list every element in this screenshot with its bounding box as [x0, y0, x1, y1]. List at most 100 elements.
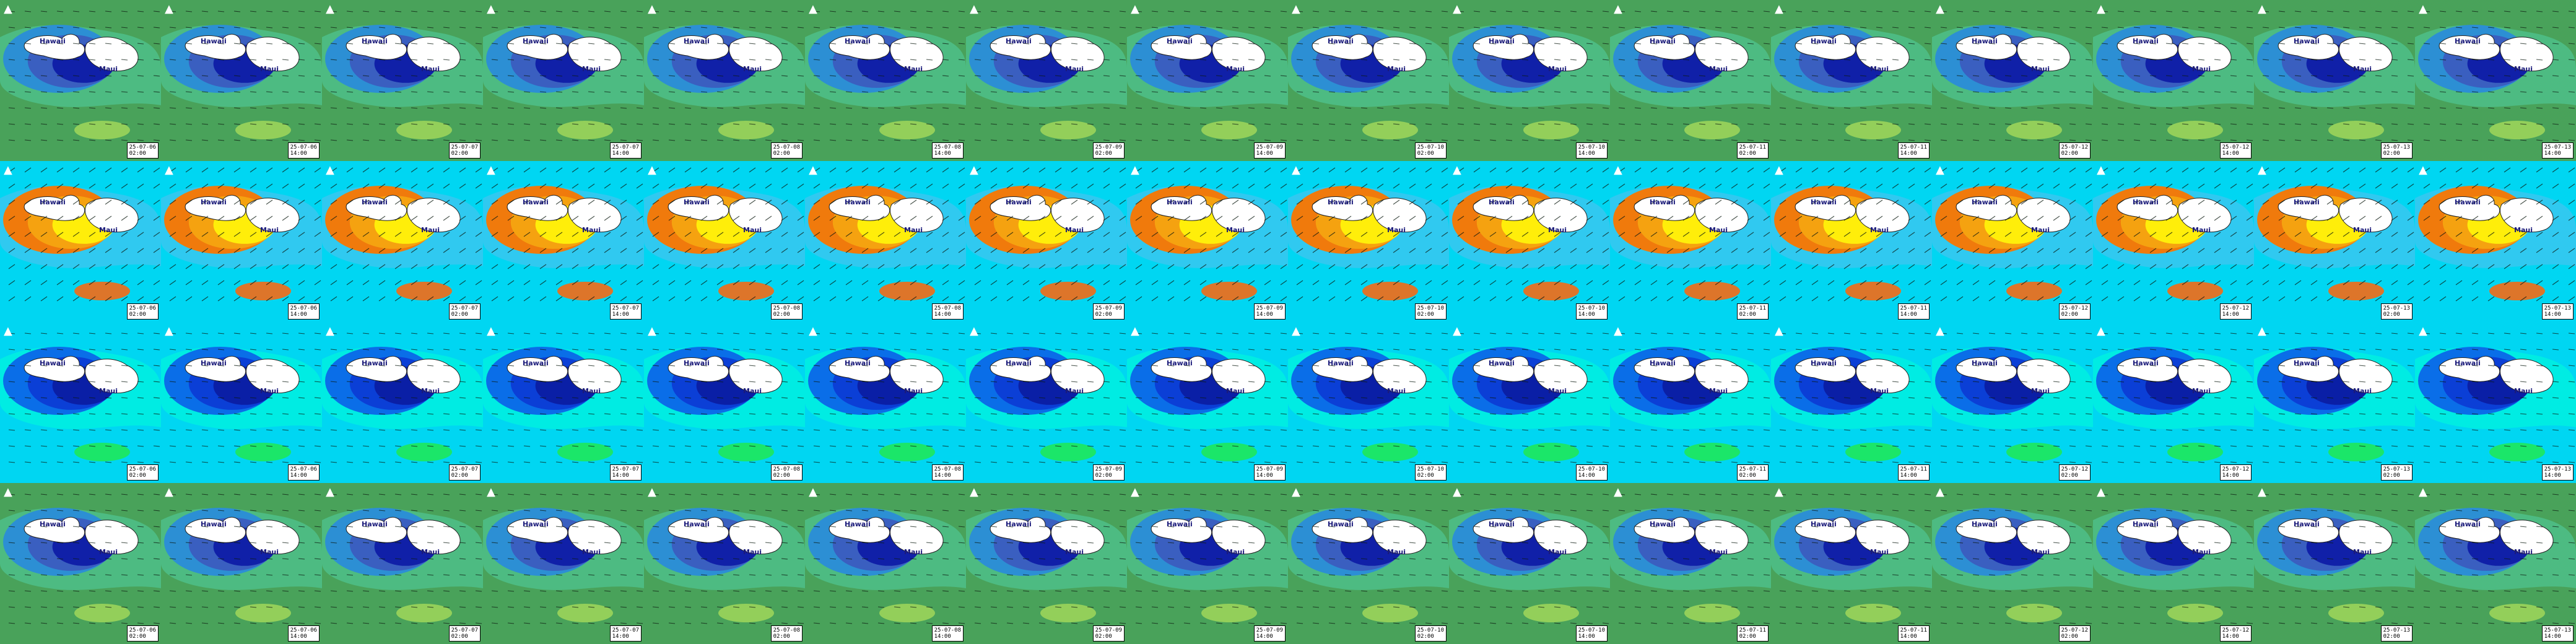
map-panel[interactable]: ▲ Hawaii Maui 25-07-13 02:00 — [2254, 0, 2415, 161]
wind-arrow-icon — [2568, 43, 2575, 45]
map-panel[interactable]: ▲ Hawaii Maui 25-07-12 14:00 — [2093, 161, 2254, 322]
wind-arrow-icon — [443, 381, 450, 383]
wind-arrow-icon — [1988, 296, 1996, 302]
wind-arrow-icon — [1103, 199, 1110, 205]
map-panel[interactable]: ▲ Hawaii Maui 25-07-07 02:00 — [322, 161, 483, 322]
map-panel[interactable]: ▲ Hawaii Maui 25-07-11 14:00 — [1771, 161, 1932, 322]
wind-arrow-icon — [555, 215, 563, 221]
wind-arrow-icon — [1006, 59, 1014, 61]
wind-arrow-icon — [40, 248, 48, 253]
map-panel[interactable]: ▲ Hawaii Maui 25-07-08 02:00 — [644, 0, 805, 161]
wind-arrow-icon — [2359, 248, 2366, 253]
maui-label: Maui — [2031, 387, 2050, 395]
wind-arrow-icon — [1908, 365, 1915, 367]
map-panel[interactable]: ▲ Hawaii Maui 25-07-09 02:00 — [966, 0, 1127, 161]
map-panel[interactable]: ▲ Hawaii Maui 25-07-07 14:00 — [483, 161, 644, 322]
map-panel[interactable]: ▲ Hawaii Maui 25-07-10 02:00 — [1288, 322, 1449, 483]
map-panel[interactable]: ▲ Hawaii Maui 25-07-11 02:00 — [1610, 161, 1771, 322]
wind-arrow-icon — [427, 27, 434, 28]
wind-arrow-icon — [684, 365, 692, 367]
map-panel[interactable]: ▲ Hawaii Maui 25-07-08 02:00 — [644, 322, 805, 483]
map-panel[interactable]: ▲ Hawaii Maui 25-07-06 14:00 — [161, 161, 322, 322]
map-panel[interactable]: ▲ Hawaii Maui 25-07-11 02:00 — [1610, 0, 1771, 161]
map-panel[interactable]: ▲ Hawaii Maui 25-07-07 02:00 — [322, 322, 483, 483]
wind-arrow-icon — [2246, 381, 2253, 383]
wind-arrow-icon — [716, 43, 724, 45]
map-panel[interactable]: ▲ Hawaii Maui 25-07-13 02:00 — [2254, 322, 2415, 483]
map-panel[interactable]: ▲ Hawaii Maui 25-07-12 02:00 — [1932, 322, 2093, 483]
wind-arrow-icon — [2230, 199, 2237, 205]
map-panel[interactable]: ▲ Hawaii Maui 25-07-06 02:00 — [0, 322, 161, 483]
wind-arrow-icon — [201, 381, 209, 383]
wind-arrow-icon — [2504, 365, 2511, 367]
wind-arrow-icon — [2278, 280, 2286, 285]
map-panel[interactable]: ▲ Hawaii Maui 25-07-13 14:00 — [2415, 161, 2576, 322]
wind-arrow-icon — [121, 280, 128, 285]
map-panel[interactable]: ▲ Hawaii Maui 25-07-06 02:00 — [0, 161, 161, 322]
wind-arrow-icon — [1586, 43, 1593, 45]
wind-arrow-icon — [1908, 296, 1915, 302]
wind-arrow-icon — [1183, 333, 1191, 334]
map-panel[interactable]: ▲ Hawaii Maui 25-07-08 14:00 — [805, 0, 966, 161]
map-panel[interactable]: ▲ Hawaii Maui 25-07-10 14:00 — [1449, 322, 1610, 483]
map-panel[interactable]: ▲ Hawaii Maui 25-07-11 14:00 — [1771, 322, 1932, 483]
map-panel[interactable]: ▲ Hawaii Maui 25-07-07 02:00 — [322, 0, 483, 161]
wind-arrow-icon — [105, 461, 112, 463]
map-panel[interactable]: ▲ Hawaii Maui 25-07-06 02:00 — [0, 0, 161, 161]
map-panel[interactable]: ▲ Hawaii Maui 25-07-07 14:00 — [483, 0, 644, 161]
map-panel[interactable]: ▲ Hawaii Maui 25-07-06 14:00 — [161, 0, 322, 161]
wind-arrow-icon — [185, 59, 193, 61]
map-panel[interactable]: ▲ Hawaii Maui 25-07-06 14:00 — [161, 322, 322, 483]
map-panel[interactable]: ▲ Hawaii Maui 25-07-09 02:00 — [966, 322, 1127, 483]
map-panel[interactable]: ▲ Hawaii Maui 25-07-10 02:00 — [1288, 0, 1449, 161]
wind-arrow-icon — [1699, 59, 1706, 61]
wind-arrow-icon — [121, 183, 128, 189]
wind-arrow-icon — [346, 139, 354, 141]
maui-label: Maui — [260, 226, 279, 234]
map-panel[interactable]: ▲ Hawaii Maui 25-07-13 14:00 — [2415, 0, 2576, 161]
map-panel[interactable]: ▲ Hawaii Maui 25-07-12 14:00 — [2093, 0, 2254, 161]
wind-arrow-icon — [942, 349, 949, 350]
wind-arrow-icon — [636, 199, 643, 205]
wind-arrow-icon — [797, 461, 804, 463]
map-panel[interactable]: ▲ Hawaii Maui 25-07-12 14:00 — [2093, 322, 2254, 483]
map-panel[interactable]: ▲ Hawaii Maui 25-07-08 02:00 — [644, 161, 805, 322]
map-panel[interactable]: ▲ Hawaii Maui 25-07-10 14:00 — [1449, 161, 1610, 322]
map-panel[interactable]: ▲ Hawaii Maui 25-07-08 14:00 — [805, 161, 966, 322]
map-panel[interactable]: ▲ Hawaii Maui 25-07-09 14:00 — [1127, 161, 1288, 322]
wind-arrow-icon — [1280, 232, 1287, 237]
wind-arrow-icon — [2133, 199, 2141, 205]
map-panel[interactable]: ▲ Hawaii Maui 25-07-12 02:00 — [1932, 0, 2093, 161]
wind-arrow-icon — [201, 248, 209, 253]
wind-arrow-icon — [749, 139, 756, 141]
map-panel[interactable]: ▲ Hawaii Maui 25-07-12 02:00 — [1932, 161, 2093, 322]
map-panel[interactable]: ▲ Hawaii Maui 25-07-08 14:00 — [805, 322, 966, 483]
wind-arrow-icon — [2310, 27, 2318, 28]
map-canvas — [1449, 11, 1610, 141]
wind-arrow-icon — [2246, 11, 2253, 12]
map-panel[interactable]: ▲ Hawaii Maui 25-07-07 14:00 — [483, 322, 644, 483]
wind-arrow-icon — [2021, 167, 2028, 173]
map-panel[interactable]: ▲ Hawaii Maui 25-07-10 14:00 — [1449, 0, 1610, 161]
wind-arrow-icon — [2182, 199, 2189, 205]
wind-arrow-icon — [1618, 139, 1625, 141]
wind-arrow-icon — [877, 349, 885, 350]
map-panel[interactable]: ▲ Hawaii Maui 25-07-09 14:00 — [1127, 322, 1288, 483]
map-panel[interactable]: ▲ Hawaii Maui 25-07-13 02:00 — [2254, 161, 2415, 322]
map-panel[interactable]: ▲ Hawaii Maui 25-07-10 02:00 — [1288, 161, 1449, 322]
wind-arrow-icon — [1344, 365, 1352, 367]
wind-arrow-icon — [700, 199, 708, 205]
wind-arrow-icon — [1988, 59, 1996, 61]
map-panel[interactable]: ▲ Hawaii Maui 25-07-09 02:00 — [966, 161, 1127, 322]
map-panel[interactable]: ▲ Hawaii Maui 25-07-09 14:00 — [1127, 0, 1288, 161]
map-panel[interactable]: ▲ Hawaii Maui 25-07-11 14:00 — [1771, 0, 1932, 161]
map-panel[interactable]: ▲ Hawaii Maui 25-07-13 14:00 — [2415, 322, 2576, 483]
wind-arrow-icon — [153, 215, 160, 221]
wind-arrow-icon — [1843, 280, 1851, 285]
map-panel[interactable]: ▲ Hawaii Maui 25-07-11 02:00 — [1610, 322, 1771, 483]
wind-arrow-icon — [2021, 43, 2028, 45]
wind-arrow-icon — [733, 199, 740, 205]
wind-arrow-icon — [2391, 232, 2398, 237]
wind-arrow-icon — [1135, 264, 1142, 269]
hawaii-island — [1151, 33, 1212, 60]
